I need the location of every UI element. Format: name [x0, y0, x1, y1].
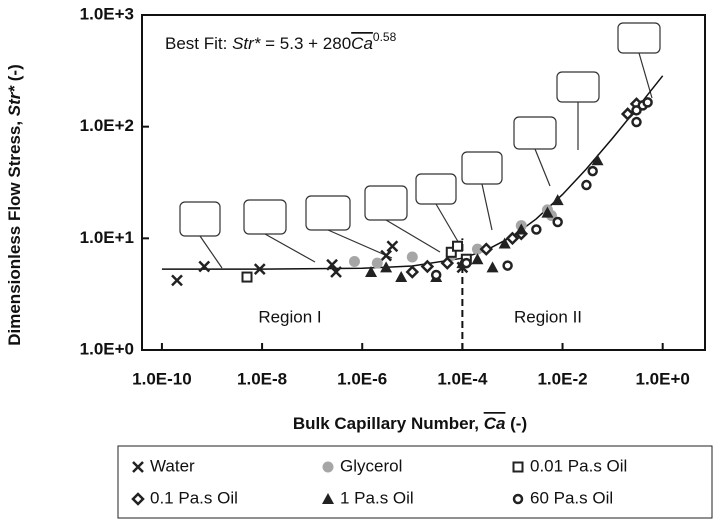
annotation-part: Dimensionless Flow Stress, [5, 116, 24, 346]
legend-label: 60 Pa.s Oil [530, 488, 613, 507]
marker [471, 253, 484, 265]
legend-marker [512, 461, 524, 473]
marker [241, 271, 253, 283]
marker [502, 260, 513, 271]
marker [330, 266, 342, 278]
y-tick-label: 1.0E+3 [80, 4, 134, 23]
plot-frame [141, 14, 706, 351]
marker [371, 257, 383, 269]
marker [486, 261, 499, 273]
fit-annotation: Best Fit: Str* = 5.3 + 280Ca0.58 [165, 30, 397, 53]
marker [440, 256, 455, 270]
marker [587, 165, 598, 177]
marker [348, 256, 360, 268]
marker [445, 246, 457, 258]
marker [591, 154, 604, 166]
x-tick-label: 1.0E-2 [537, 369, 587, 388]
micrograph-icons [179, 22, 661, 269]
annotation-part: Str* [5, 85, 24, 117]
marker [406, 251, 418, 263]
marker [386, 240, 399, 253]
marker [515, 223, 528, 235]
marker [365, 265, 378, 277]
x-tick-label: 1.0E+0 [636, 369, 690, 388]
marker [405, 265, 420, 279]
y-tick-label: 1.0E+2 [80, 116, 134, 135]
x-tick-label: 1.0E-6 [337, 369, 387, 388]
marker [541, 206, 554, 218]
marker [471, 243, 483, 255]
legend-label: 1 Pa.s Oil [340, 488, 414, 507]
marker [452, 240, 464, 252]
marker [430, 269, 442, 281]
marker [631, 116, 642, 128]
annotation-part: Ca [484, 414, 506, 433]
legend-marker [131, 492, 145, 506]
annotation-part: = 5.3 + 280 [260, 34, 351, 53]
marker [395, 271, 408, 283]
x-axis-title: Bulk Capillary Number, Ca (-) [293, 414, 527, 433]
fit-line [161, 75, 664, 270]
marker [461, 257, 472, 269]
y-tick-label: 1.0E+1 [80, 228, 134, 247]
marker [552, 216, 563, 228]
legend-marker [132, 461, 144, 473]
annotation-part: Str* [232, 34, 262, 53]
annotation-part: (-) [505, 414, 527, 433]
legend-marker [322, 493, 334, 504]
marker [198, 260, 211, 273]
region-label: Region I [258, 307, 321, 326]
marker [581, 179, 592, 191]
marker [620, 107, 635, 121]
region-label: Region II [514, 307, 582, 326]
marker [420, 259, 435, 274]
legend-label: Water [150, 456, 195, 475]
annotation-part: 0.58 [373, 30, 397, 44]
legend-label: 0.1 Pa.s Oil [150, 488, 238, 507]
annotation-part: Bulk Capillary Number, [293, 414, 484, 433]
x-tick-label: 1.0E-10 [132, 369, 192, 388]
marker [171, 274, 183, 287]
annotation-part: Ca [351, 34, 373, 53]
marker [326, 258, 338, 271]
marker [380, 249, 393, 262]
marker [498, 237, 511, 249]
legend-box [117, 445, 713, 519]
marker [479, 242, 494, 256]
marker [253, 263, 266, 276]
y-tick-label: 1.0E+0 [80, 339, 134, 358]
y-axis-title: Dimensionless Flow Stress, Str* (-) [5, 64, 24, 346]
marker [551, 194, 564, 206]
legend-label: Glycerol [340, 456, 402, 475]
x-tick-label: 1.0E-4 [437, 369, 488, 388]
marker [380, 261, 393, 273]
annotation-part: Best Fit: [165, 34, 232, 53]
annotation-part: (-) [5, 64, 24, 86]
legend-marker [512, 493, 524, 505]
legend-marker [322, 461, 334, 473]
marker [642, 97, 653, 108]
marker [531, 224, 542, 235]
legend-label: 0.01 Pa.s Oil [530, 456, 627, 475]
marker [505, 231, 520, 246]
x-tick-label: 1.0E-8 [237, 369, 287, 388]
